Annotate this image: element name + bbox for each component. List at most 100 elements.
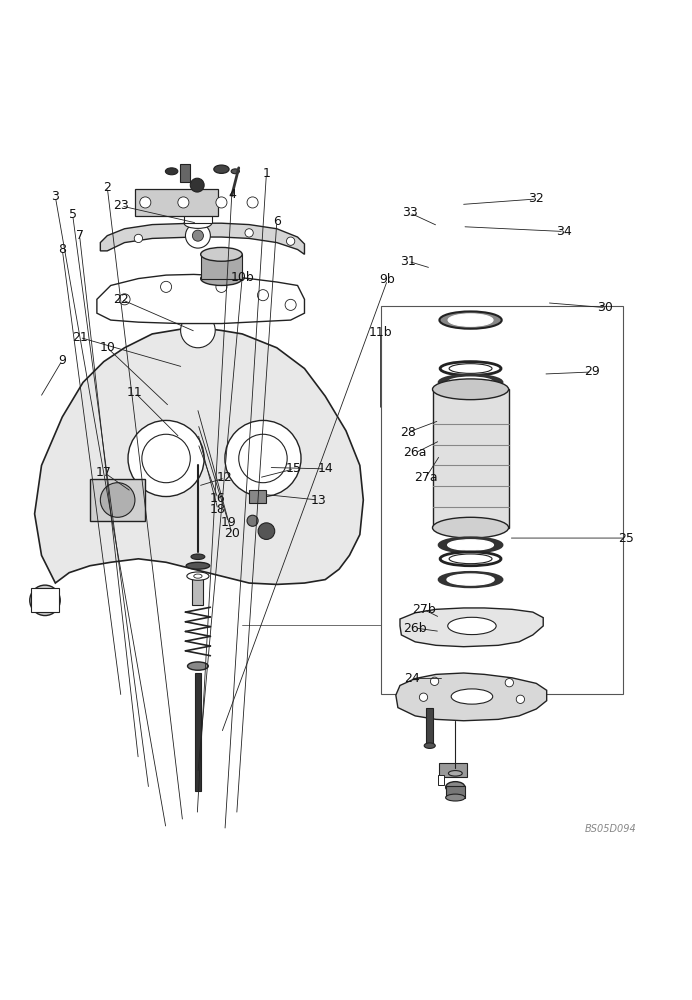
Text: 27b: 27b — [412, 603, 435, 616]
Bar — [249, 490, 266, 503]
Ellipse shape — [448, 771, 462, 776]
Text: 9: 9 — [58, 354, 66, 367]
Text: 19: 19 — [221, 516, 236, 529]
Text: 26a: 26a — [403, 446, 427, 459]
Ellipse shape — [448, 617, 496, 635]
Bar — [201, 254, 242, 279]
Ellipse shape — [191, 554, 205, 560]
Ellipse shape — [439, 375, 502, 390]
Text: BS05D094: BS05D094 — [585, 824, 637, 834]
Ellipse shape — [440, 552, 501, 566]
Circle shape — [285, 299, 296, 310]
Circle shape — [190, 178, 204, 192]
Text: 1: 1 — [262, 167, 271, 180]
Ellipse shape — [188, 662, 208, 670]
Bar — [90, 479, 145, 521]
Polygon shape — [100, 223, 304, 254]
Ellipse shape — [439, 537, 502, 553]
Circle shape — [245, 229, 253, 237]
Text: 12: 12 — [217, 471, 233, 484]
Text: 11b: 11b — [369, 326, 392, 339]
Circle shape — [190, 227, 198, 236]
Text: 2: 2 — [103, 181, 111, 194]
Polygon shape — [97, 274, 304, 324]
Circle shape — [286, 237, 295, 245]
Text: 9b: 9b — [380, 273, 395, 286]
Circle shape — [128, 420, 204, 497]
Ellipse shape — [439, 311, 502, 329]
Polygon shape — [400, 608, 543, 647]
Text: 30: 30 — [598, 301, 613, 314]
Circle shape — [216, 197, 227, 208]
Text: 31: 31 — [401, 255, 416, 268]
Text: 24: 24 — [404, 672, 419, 685]
Text: 33: 33 — [402, 206, 417, 219]
Ellipse shape — [451, 689, 493, 704]
Bar — [438, 775, 444, 785]
Circle shape — [161, 281, 172, 292]
Circle shape — [505, 679, 513, 687]
Circle shape — [100, 483, 135, 517]
Ellipse shape — [439, 572, 502, 587]
Bar — [184, 209, 212, 223]
Circle shape — [247, 197, 258, 208]
Bar — [432, 389, 509, 528]
Ellipse shape — [448, 314, 493, 326]
Ellipse shape — [432, 379, 509, 400]
Text: 6: 6 — [273, 215, 281, 228]
Circle shape — [142, 434, 190, 483]
Circle shape — [247, 515, 258, 526]
Ellipse shape — [201, 272, 242, 285]
Bar — [135, 189, 218, 216]
Circle shape — [178, 197, 189, 208]
Ellipse shape — [165, 168, 178, 175]
Ellipse shape — [448, 540, 493, 550]
Ellipse shape — [201, 247, 242, 261]
Bar — [446, 786, 465, 798]
Text: 34: 34 — [556, 225, 572, 238]
Text: 20: 20 — [224, 527, 239, 540]
Ellipse shape — [448, 377, 493, 388]
Ellipse shape — [231, 169, 239, 174]
Ellipse shape — [440, 362, 501, 375]
Bar — [31, 588, 59, 612]
Circle shape — [516, 695, 525, 703]
Text: 21: 21 — [72, 331, 87, 344]
Ellipse shape — [446, 782, 465, 793]
Text: 10: 10 — [100, 341, 115, 354]
Circle shape — [257, 290, 268, 301]
Text: 11: 11 — [127, 386, 143, 399]
Bar — [381, 306, 623, 694]
Ellipse shape — [449, 364, 492, 373]
Text: 4: 4 — [228, 188, 236, 201]
Text: 5: 5 — [69, 208, 77, 221]
Ellipse shape — [424, 743, 435, 748]
Text: 23: 23 — [113, 199, 129, 212]
Ellipse shape — [449, 554, 492, 564]
Ellipse shape — [186, 562, 210, 569]
Text: 17: 17 — [96, 466, 111, 479]
Ellipse shape — [194, 574, 202, 578]
Circle shape — [225, 420, 301, 497]
Bar — [180, 164, 190, 182]
Bar — [426, 708, 433, 746]
Text: 15: 15 — [286, 462, 302, 475]
Circle shape — [119, 294, 130, 305]
Circle shape — [185, 223, 210, 248]
Circle shape — [419, 693, 428, 701]
Circle shape — [134, 234, 143, 243]
Text: 14: 14 — [318, 462, 333, 475]
Text: 8: 8 — [58, 243, 66, 256]
Text: 28: 28 — [401, 426, 416, 439]
Text: 7: 7 — [75, 229, 84, 242]
Text: 3: 3 — [51, 190, 60, 203]
Circle shape — [430, 677, 439, 685]
Bar — [192, 579, 203, 605]
Text: 18: 18 — [210, 503, 226, 516]
Circle shape — [30, 585, 60, 616]
Circle shape — [181, 313, 215, 348]
Bar — [439, 763, 467, 777]
Text: 10b: 10b — [230, 271, 254, 284]
Ellipse shape — [447, 574, 494, 585]
Polygon shape — [35, 327, 363, 584]
